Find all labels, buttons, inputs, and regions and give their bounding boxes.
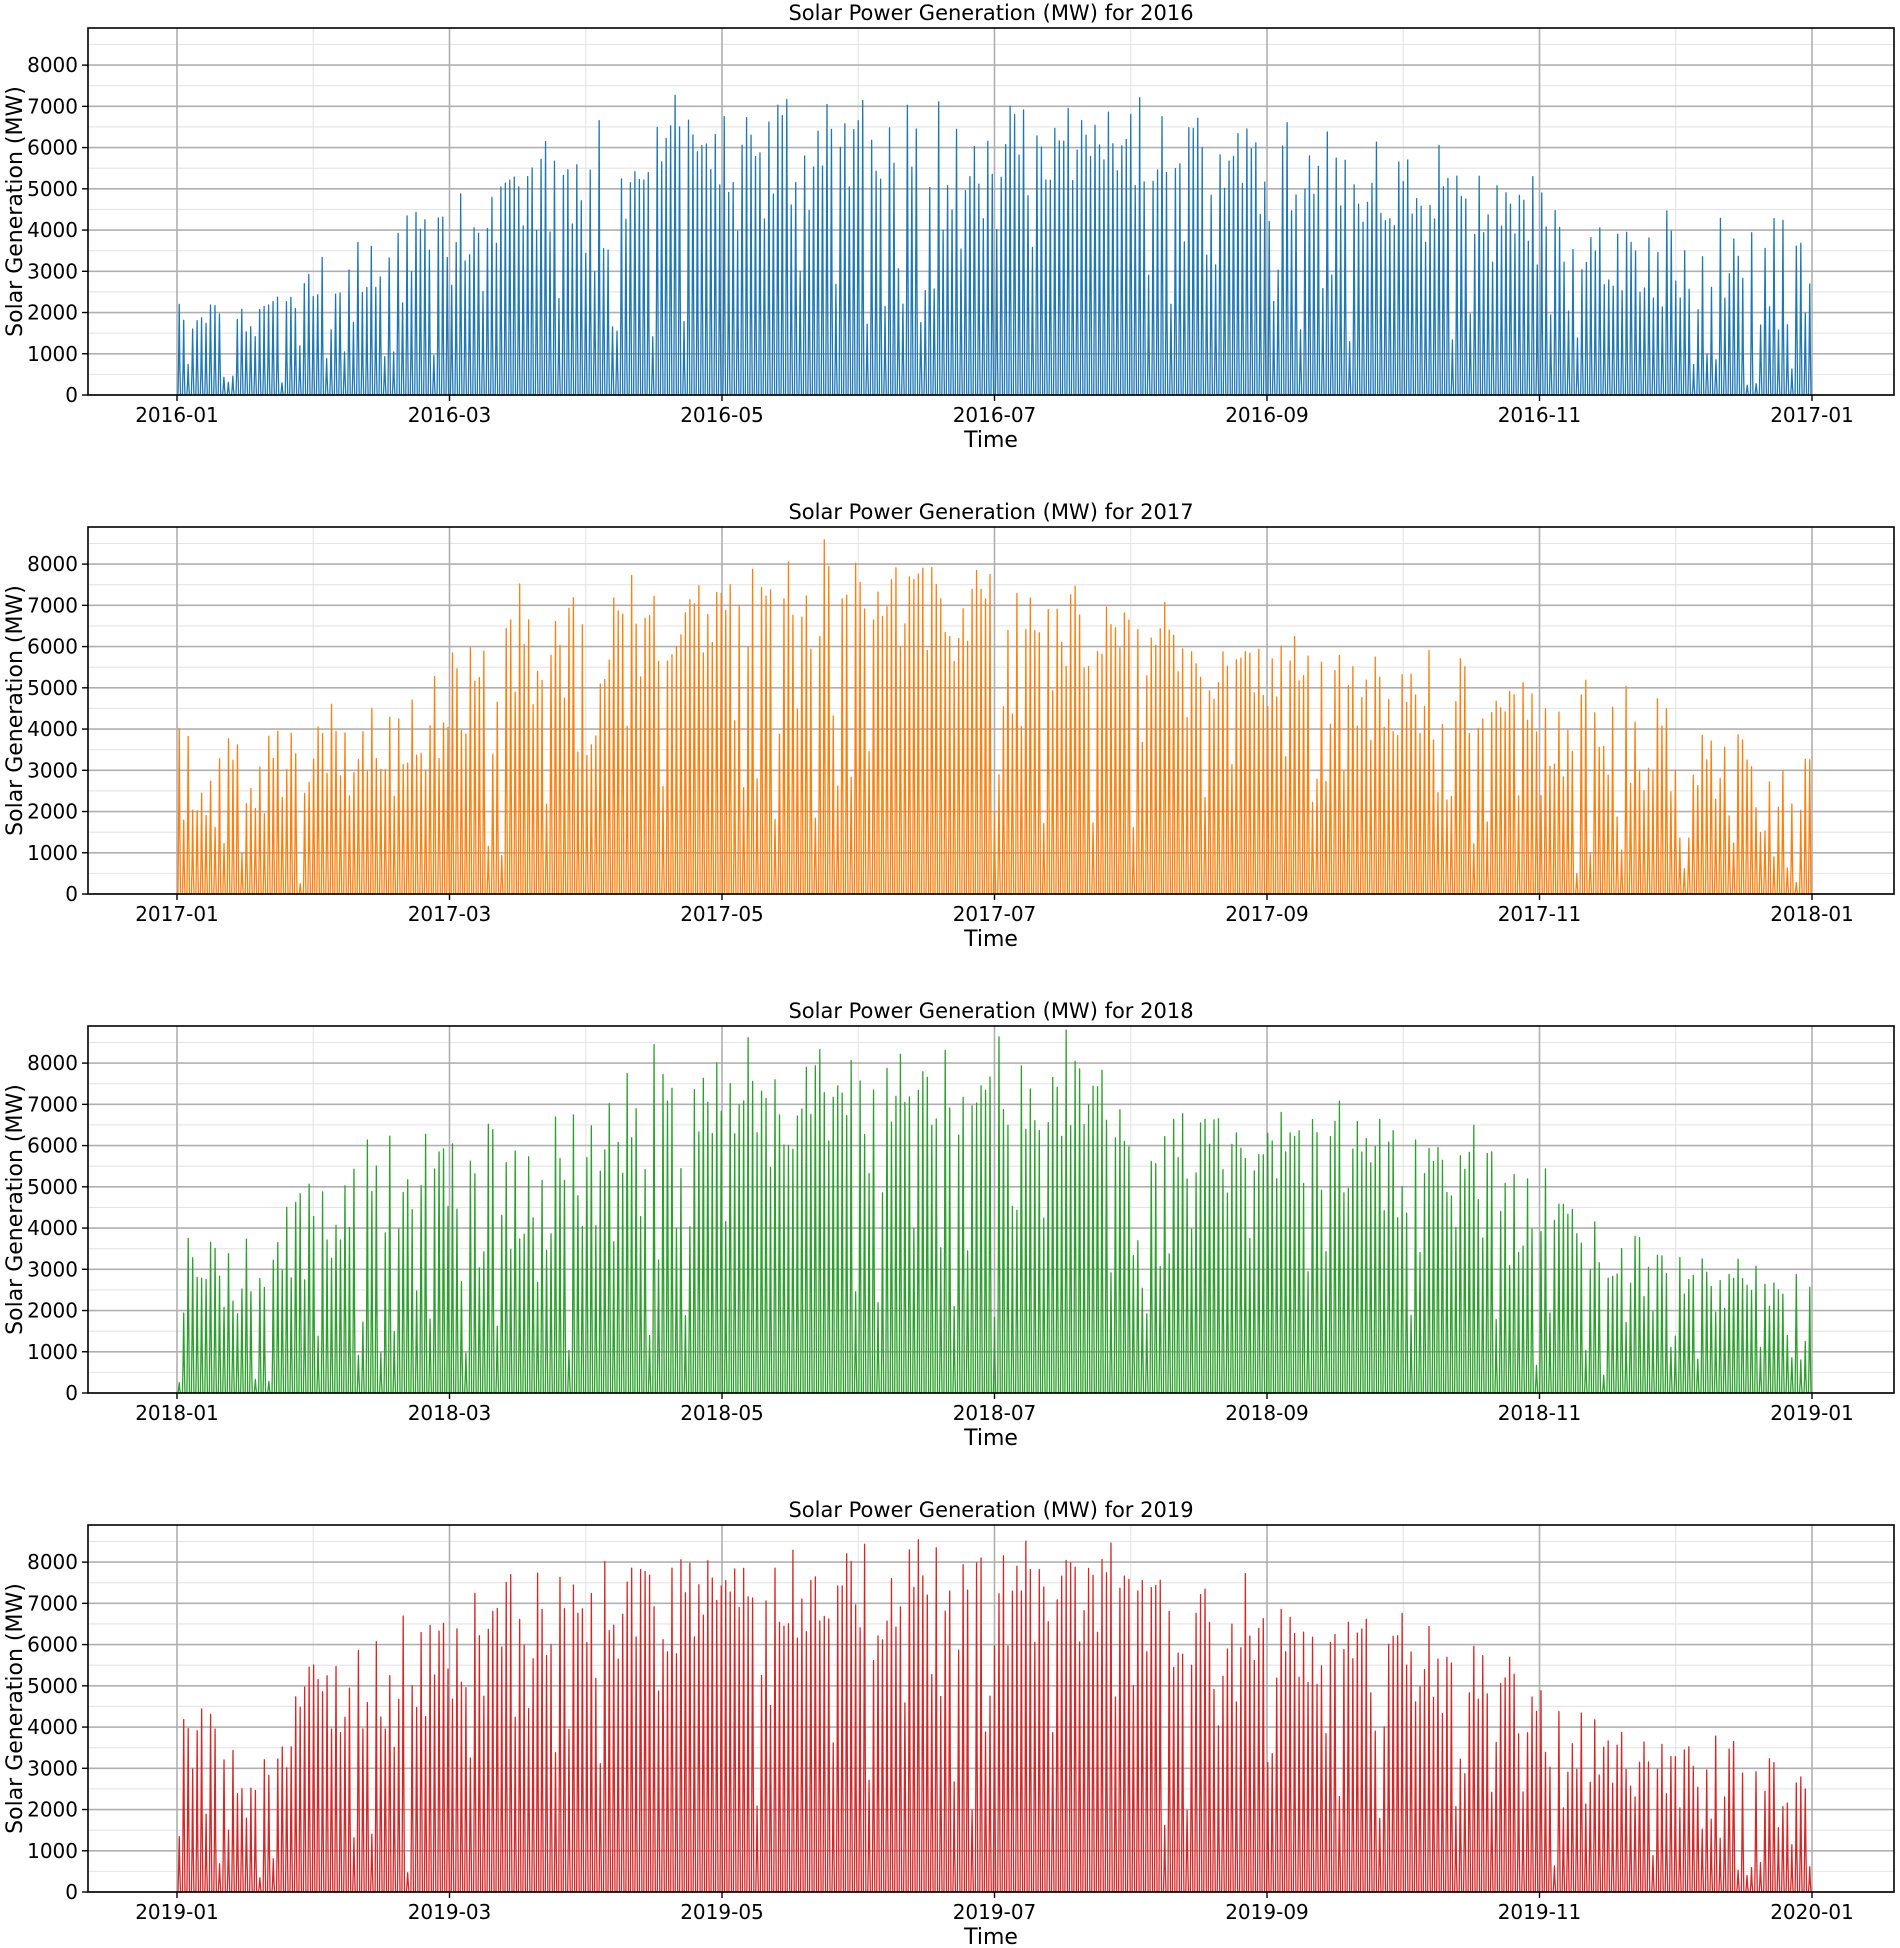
- y-tick-label: 3000: [27, 1756, 78, 1780]
- x-tick-label: 2018-07: [953, 1401, 1037, 1425]
- x-tick-label: 2018-03: [408, 1401, 492, 1425]
- x-tick-label: 2016-03: [408, 403, 492, 427]
- y-tick-label: 8000: [27, 1051, 78, 1075]
- y-tick-label: 7000: [27, 1092, 78, 1116]
- x-tick-label: 2016-01: [135, 403, 219, 427]
- y-tick-label: 5000: [27, 177, 78, 201]
- y-tick-label: 1000: [27, 342, 78, 366]
- chart-title: Solar Power Generation (MW) for 2019: [788, 1498, 1193, 1522]
- y-tick-label: 2000: [27, 1798, 78, 1822]
- x-tick-label: 2017-05: [680, 902, 764, 926]
- x-tick-label: 2019-03: [408, 1900, 492, 1924]
- x-tick-label: 2019-11: [1498, 1900, 1582, 1924]
- y-tick-label: 6000: [27, 1134, 78, 1158]
- chart-panel-2018: Solar Power Generation (MW) for 2018 0 100…: [3, 999, 1895, 1451]
- y-tick-label: 8000: [27, 552, 78, 576]
- x-tick-label: 2017-11: [1498, 902, 1582, 926]
- x-tick-label: 2018-05: [680, 1401, 764, 1425]
- x-axis-label: Time: [963, 927, 1018, 952]
- x-tick-label: 2019-01: [135, 1900, 219, 1924]
- x-tick-label: 2016-07: [953, 403, 1037, 427]
- x-tick-label: 2017-01: [1770, 403, 1854, 427]
- y-tick-label: 1000: [27, 1839, 78, 1863]
- y-tick-label: 1000: [27, 841, 78, 865]
- y-tick-label: 8000: [27, 1550, 78, 1574]
- y-axis-label: Solar Generation (MW): [3, 1084, 28, 1335]
- x-axis-label: Time: [963, 428, 1018, 453]
- x-tick-label: 2019-05: [680, 1900, 764, 1924]
- x-tick-label: 2018-09: [1225, 1401, 1309, 1425]
- y-tick-label: 2000: [27, 301, 78, 325]
- y-tick-label: 3000: [27, 259, 78, 283]
- x-tick-label: 2018-01: [135, 1401, 219, 1425]
- plot-area-frame: [87, 1524, 1895, 1893]
- chart-panel-2019: Solar Power Generation (MW) for 2019 0 100…: [3, 1498, 1895, 1948]
- x-tick-label: 2019-01: [1770, 1401, 1854, 1425]
- chart-panel-2016: Solar Power Generation (MW) for 2016 0 100…: [3, 1, 1895, 453]
- y-tick-label: 4000: [27, 1715, 78, 1739]
- y-axis-label: Solar Generation (MW): [3, 1583, 28, 1834]
- y-tick-label: 6000: [27, 635, 78, 659]
- y-tick-label: 4000: [27, 218, 78, 242]
- x-tick-label: 2019-09: [1225, 1900, 1309, 1924]
- y-axis-label: Solar Generation (MW): [3, 585, 28, 836]
- plot-area-frame: [87, 526, 1895, 895]
- x-tick-label: 2017-07: [953, 902, 1037, 926]
- x-tick-label: 2019-07: [953, 1900, 1037, 1924]
- plot-area-frame: [87, 1025, 1895, 1394]
- y-tick-label: 2000: [27, 1299, 78, 1323]
- y-tick-label: 5000: [27, 1175, 78, 1199]
- y-tick-label: 0: [65, 882, 78, 906]
- y-tick-label: 4000: [27, 1216, 78, 1240]
- x-tick-label: 2018-01: [1770, 902, 1854, 926]
- y-tick-label: 0: [65, 1381, 78, 1405]
- plot-area-frame: [87, 27, 1895, 396]
- x-axis-label: Time: [963, 1426, 1018, 1451]
- chart-title: Solar Power Generation (MW) for 2017: [788, 500, 1193, 524]
- x-tick-label: 2018-11: [1498, 1401, 1582, 1425]
- y-tick-label: 0: [65, 383, 78, 407]
- y-tick-label: 3000: [27, 1257, 78, 1281]
- y-tick-label: 2000: [27, 800, 78, 824]
- y-tick-label: 7000: [27, 593, 78, 617]
- chart-panel-2017: Solar Power Generation (MW) for 2017 0 100…: [3, 500, 1895, 952]
- x-tick-label: 2016-11: [1498, 403, 1582, 427]
- y-tick-label: 0: [65, 1880, 78, 1904]
- y-tick-label: 6000: [27, 136, 78, 160]
- y-tick-label: 8000: [27, 53, 78, 77]
- x-tick-label: 2017-09: [1225, 902, 1309, 926]
- x-tick-label: 2016-05: [680, 403, 764, 427]
- x-tick-label: 2016-09: [1225, 403, 1309, 427]
- x-tick-label: 2017-01: [135, 902, 219, 926]
- y-axis-label: Solar Generation (MW): [3, 86, 28, 337]
- y-tick-label: 5000: [27, 676, 78, 700]
- y-tick-label: 1000: [27, 1340, 78, 1364]
- chart-title: Solar Power Generation (MW) for 2018: [788, 999, 1193, 1023]
- chart-title: Solar Power Generation (MW) for 2016: [788, 1, 1193, 25]
- y-tick-label: 5000: [27, 1674, 78, 1698]
- y-tick-label: 4000: [27, 717, 78, 741]
- y-tick-label: 6000: [27, 1633, 78, 1657]
- x-tick-label: 2020-01: [1770, 1900, 1854, 1924]
- x-axis-label: Time: [963, 1925, 1018, 1948]
- y-tick-label: 7000: [27, 1591, 78, 1615]
- x-tick-label: 2017-03: [408, 902, 492, 926]
- y-tick-label: 3000: [27, 758, 78, 782]
- y-tick-label: 7000: [27, 94, 78, 118]
